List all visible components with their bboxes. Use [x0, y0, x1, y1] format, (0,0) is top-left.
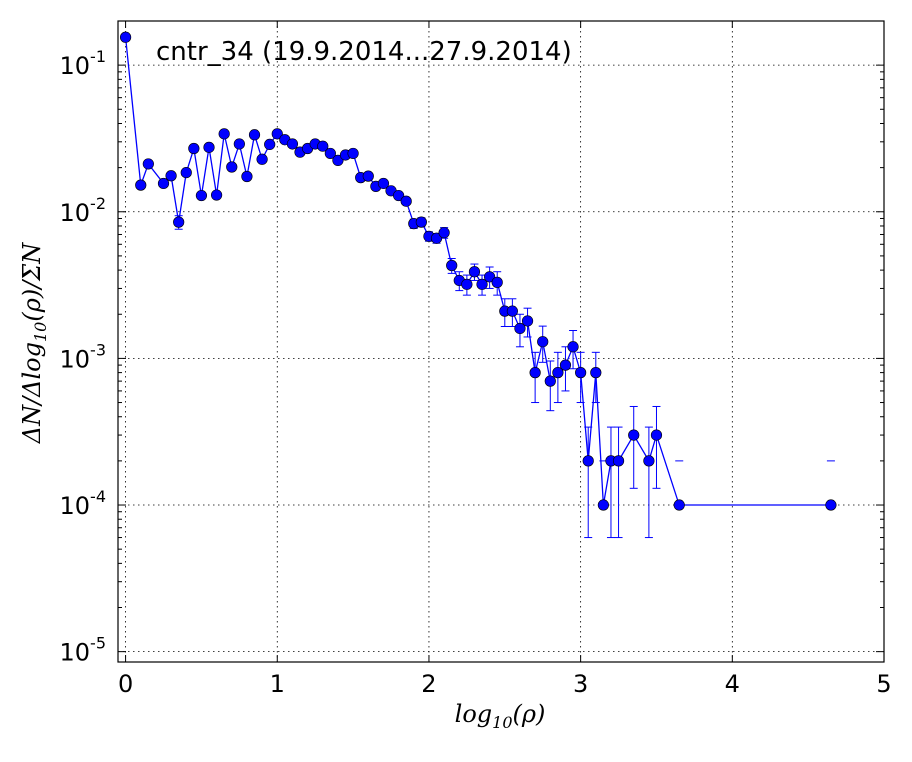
chart-title: cntr_34 (19.9.2014...27.9.2014)	[156, 37, 572, 67]
data-point	[119, 31, 132, 43]
x-axis-label: log10(ρ)	[455, 700, 546, 732]
data-point	[650, 429, 663, 441]
data-point	[256, 153, 268, 165]
data-point	[180, 166, 192, 179]
y-tick-label: 10-5	[60, 634, 107, 667]
ticks: 0 1 2 3 4 5 10-1 10-2 10-3 10-4 10-5	[60, 20, 892, 698]
data-point	[226, 161, 238, 173]
data-point	[415, 216, 427, 228]
x-tick-label: 4	[725, 670, 740, 698]
data-point	[142, 158, 154, 170]
data-point	[597, 499, 609, 511]
data-point	[165, 170, 177, 182]
data-point	[582, 455, 594, 467]
data-point	[491, 276, 503, 288]
data-point	[575, 367, 587, 379]
data-point	[567, 341, 579, 353]
data-point	[643, 455, 655, 467]
data-point	[286, 138, 299, 150]
data-point	[135, 179, 147, 191]
data-point	[400, 195, 412, 207]
data-point	[438, 227, 450, 239]
x-tick-label: 0	[118, 670, 133, 698]
data-point	[362, 170, 374, 182]
data-point	[590, 367, 602, 379]
data-point	[529, 367, 541, 379]
data-point	[673, 499, 685, 511]
data-point	[188, 142, 200, 155]
data-point	[559, 359, 572, 371]
data-point	[612, 455, 625, 467]
data-point	[195, 189, 208, 202]
data-point	[461, 278, 473, 290]
data-point	[264, 138, 276, 151]
x-tick-label: 1	[270, 670, 285, 698]
data-point	[233, 138, 245, 150]
data-point	[324, 147, 336, 160]
data-point	[430, 232, 443, 244]
y-tick-label: 10-3	[60, 340, 107, 373]
x-tick-label: 2	[421, 670, 436, 698]
y-tick-label: 10-4	[60, 487, 107, 520]
y-tick-label: 10-2	[60, 194, 107, 227]
data-point	[468, 266, 481, 278]
data-point	[628, 429, 640, 441]
data-point	[393, 189, 405, 202]
data-point	[218, 128, 230, 140]
data-point	[514, 322, 526, 335]
data-point	[544, 375, 556, 387]
data-point	[241, 170, 253, 183]
data-point	[506, 305, 518, 317]
data-point	[552, 367, 564, 379]
data-point	[484, 271, 496, 283]
data-point	[317, 140, 329, 152]
data-point	[347, 147, 359, 160]
x-tick-label: 3	[573, 670, 588, 698]
data-point	[210, 189, 223, 201]
data-point	[446, 259, 458, 272]
plot-frame	[117, 20, 885, 663]
data-point	[173, 216, 185, 228]
grid	[118, 21, 885, 662]
data-points	[119, 31, 837, 511]
x-tick-label: 5	[876, 670, 891, 698]
data-point	[332, 154, 344, 167]
y-tick-label: 10-1	[60, 47, 107, 80]
data-point	[248, 129, 261, 141]
data-point	[825, 499, 837, 511]
data-point	[377, 177, 390, 190]
data-point	[157, 177, 170, 190]
data-point	[476, 278, 488, 290]
data-point	[521, 315, 534, 327]
data-point	[271, 128, 283, 140]
y-axis-label: ΔN/Δlog10(ρ)/ΣN	[18, 242, 50, 445]
data-point	[203, 141, 215, 153]
data-point	[537, 336, 549, 348]
